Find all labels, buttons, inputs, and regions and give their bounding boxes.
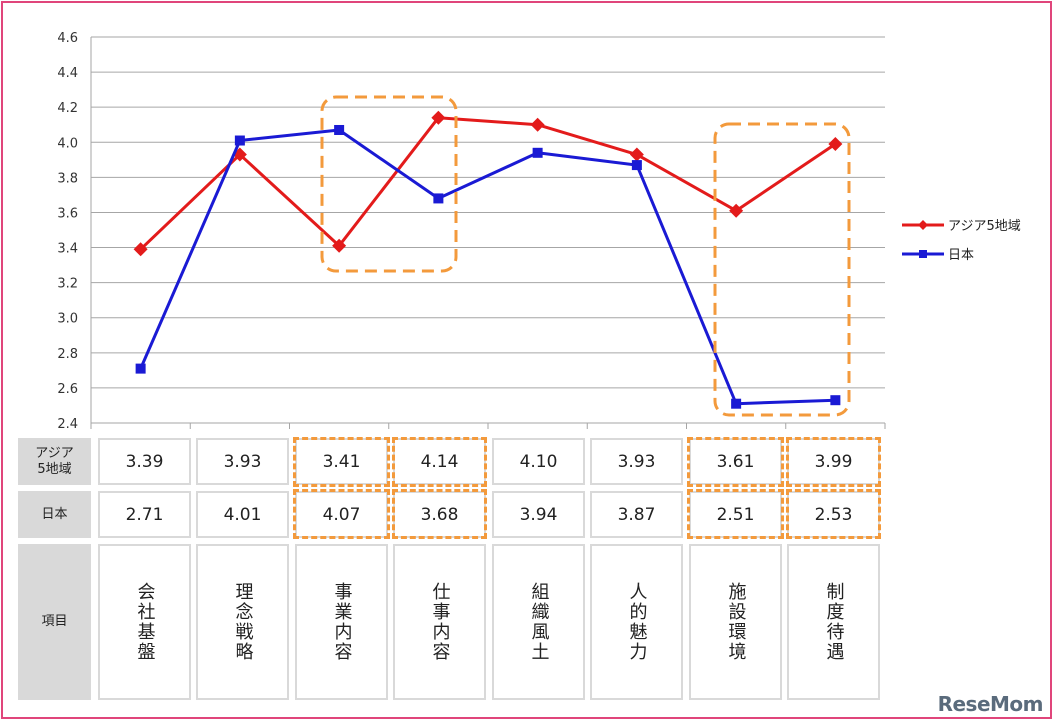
y-tick-label: 4.2 xyxy=(57,101,78,116)
y-tick-label: 2.6 xyxy=(57,382,78,397)
legend-label: アジア5地域 xyxy=(948,219,1021,234)
item-label-text: 施設環境 xyxy=(725,582,747,662)
item-label: 会社基盤 xyxy=(98,544,191,700)
y-tick-label: 3.8 xyxy=(57,171,78,186)
series-point-diamond xyxy=(828,137,843,152)
item-label-text: 制度待遇 xyxy=(823,582,845,662)
series-point-square xyxy=(731,398,742,409)
line-chart: 2.4 2.6 2.8 3.0 3.2 3.4 3.6 3.8 4.0 4.2 4.4 4.6 アジア5… xyxy=(57,31,1021,432)
resemom-logo: ReseMom xyxy=(937,692,1044,716)
item-label-text: 事業内容 xyxy=(331,582,353,662)
y-tick-label: 4.4 xyxy=(57,66,78,81)
row-japan-value: 2.51 xyxy=(689,491,782,538)
y-tick-label: 4.0 xyxy=(57,136,78,151)
legend-label: 日本 xyxy=(948,248,974,263)
item-label-text: 理念戦略 xyxy=(232,582,254,662)
row-japan-value: 4.07 xyxy=(295,491,388,538)
row-asia-value: 3.93 xyxy=(196,438,289,485)
series-point-square xyxy=(433,193,444,204)
legend-marker xyxy=(919,250,927,258)
row-asia-header: アジア 5地域 xyxy=(18,438,91,485)
row-japan-value: 2.53 xyxy=(787,491,880,538)
legend-marker xyxy=(918,220,928,230)
row-japan-header: 日本 xyxy=(18,491,91,538)
series-point-square xyxy=(135,363,146,374)
item-label-text: 人的魅力 xyxy=(626,582,648,662)
row-asia-value: 3.99 xyxy=(787,438,880,485)
row-japan-value: 3.87 xyxy=(590,491,683,538)
series-point-diamond xyxy=(133,242,148,257)
row-asia-value: 3.41 xyxy=(295,438,388,485)
series-point-diamond xyxy=(729,203,744,218)
item-label-text: 会社基盤 xyxy=(134,582,156,662)
item-label: 制度待遇 xyxy=(787,544,880,700)
item-label-text: 組織風土 xyxy=(528,582,550,662)
series-line-2 xyxy=(139,128,836,406)
item-label: 仕事内容 xyxy=(393,544,486,700)
row-japan-value: 4.01 xyxy=(196,491,289,538)
row-items-header: 項目 xyxy=(18,544,91,700)
series-point-square xyxy=(334,124,345,135)
highlight-box xyxy=(320,95,458,273)
row-asia-value: 3.61 xyxy=(689,438,782,485)
series-line-1 xyxy=(139,116,837,251)
series-point-diamond xyxy=(530,117,545,132)
item-label: 理念戦略 xyxy=(196,544,289,700)
series-point-diamond xyxy=(332,238,347,253)
item-label-text: 仕事内容 xyxy=(429,582,451,662)
item-label: 組織風土 xyxy=(492,544,585,700)
row-asia-value: 4.14 xyxy=(393,438,486,485)
row-asia-value: 4.10 xyxy=(492,438,585,485)
y-tick-label: 3.0 xyxy=(57,312,78,327)
highlight-box xyxy=(713,122,851,417)
y-tick-label: 2.8 xyxy=(57,347,78,362)
y-tick-label: 4.6 xyxy=(57,31,78,46)
row-japan-value: 3.94 xyxy=(492,491,585,538)
row-japan-value: 3.68 xyxy=(393,491,486,538)
item-label: 人的魅力 xyxy=(590,544,683,700)
series-point-square xyxy=(830,395,841,406)
y-tick-label: 3.2 xyxy=(57,277,78,292)
item-label: 事業内容 xyxy=(295,544,388,700)
y-tick-label: 2.4 xyxy=(57,417,78,432)
series-point-square xyxy=(234,135,245,146)
series-point-square xyxy=(532,147,543,158)
row-japan-value: 2.71 xyxy=(98,491,191,538)
y-tick-label: 3.6 xyxy=(57,206,78,221)
row-asia-value: 3.39 xyxy=(98,438,191,485)
series-point-diamond xyxy=(431,110,446,125)
item-label: 施設環境 xyxy=(689,544,782,700)
series-point-diamond xyxy=(629,147,644,162)
series-point-square xyxy=(631,160,642,171)
row-asia-value: 3.93 xyxy=(590,438,683,485)
y-tick-label: 3.4 xyxy=(57,242,78,257)
